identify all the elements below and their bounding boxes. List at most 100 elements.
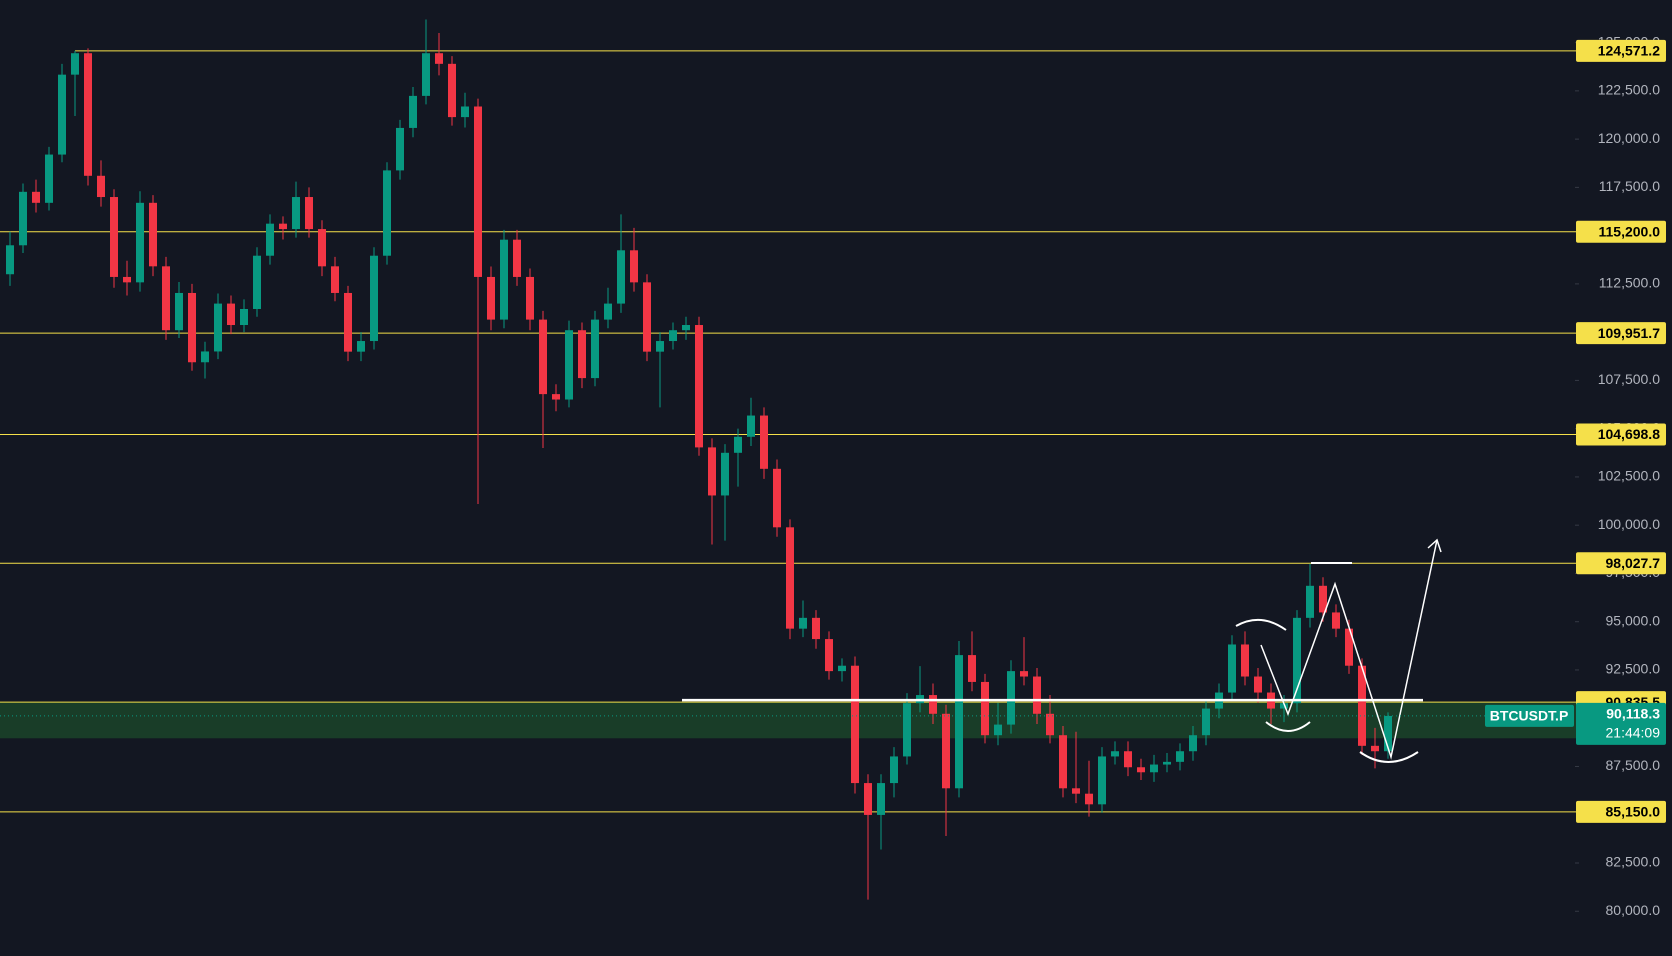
y-tick-label: 87,500.0 xyxy=(1606,757,1661,773)
candle-body xyxy=(981,681,989,736)
arrow-head xyxy=(1427,538,1442,553)
candle-body xyxy=(851,665,859,784)
candle-body xyxy=(773,468,781,528)
candle-body xyxy=(591,319,599,379)
y-tick-label: 80,000.0 xyxy=(1606,902,1661,918)
candle-body xyxy=(266,223,274,256)
level-label: 85,150.0 xyxy=(1606,804,1661,820)
y-tick-label: 102,500.0 xyxy=(1598,468,1660,484)
candle-body xyxy=(864,783,872,815)
candle-body xyxy=(903,703,911,757)
countdown-label: 21:44:09 xyxy=(1606,725,1661,741)
candle-body xyxy=(552,394,560,400)
candle-body xyxy=(929,695,937,714)
candle-body xyxy=(617,250,625,304)
candle-body xyxy=(370,255,378,342)
level-label: 124,571.2 xyxy=(1598,43,1660,59)
candle-body xyxy=(110,197,118,277)
candle-body xyxy=(1345,628,1353,666)
candle-body xyxy=(877,783,885,815)
projection-path xyxy=(1260,539,1438,760)
candle-body xyxy=(461,106,469,118)
level-label: 109,951.7 xyxy=(1598,325,1660,341)
y-tick-label: 117,500.0 xyxy=(1599,178,1660,194)
candle-body xyxy=(279,223,287,230)
arc xyxy=(1359,751,1419,763)
candle-body xyxy=(84,53,92,176)
candle-body xyxy=(708,447,716,496)
candle-body xyxy=(1072,788,1080,794)
level-label-box xyxy=(1576,220,1666,243)
y-tick-label: 82,500.0 xyxy=(1606,854,1661,870)
candle-body xyxy=(838,665,846,672)
candle-body xyxy=(1033,676,1041,714)
candle-body xyxy=(71,53,79,75)
level-label: 98,027.7 xyxy=(1606,555,1661,571)
candle-body xyxy=(1111,751,1119,757)
candle-body xyxy=(422,53,430,96)
candle-body xyxy=(812,617,820,640)
candle-body xyxy=(1098,756,1106,805)
candle-body xyxy=(1007,671,1015,725)
level-label-box xyxy=(1576,552,1666,575)
candle-body xyxy=(890,756,898,784)
candle-body xyxy=(1293,617,1301,704)
y-tick-label: 107,500.0 xyxy=(1598,371,1660,387)
candle-body xyxy=(19,191,27,246)
candle-body xyxy=(357,341,365,352)
candle-body xyxy=(669,330,677,342)
candle-body xyxy=(942,713,950,789)
support-zone xyxy=(0,702,1576,739)
candle-body xyxy=(799,617,807,629)
candle-body xyxy=(1137,767,1145,773)
candle-body xyxy=(968,655,976,682)
candle-body xyxy=(448,63,456,118)
candle-body xyxy=(1085,793,1093,805)
candle-body xyxy=(500,239,508,320)
pattern-drawing xyxy=(1235,538,1442,763)
candle-body xyxy=(825,639,833,672)
candle-body xyxy=(1176,751,1184,762)
candle-body xyxy=(734,436,742,453)
candle-body xyxy=(1020,671,1028,677)
level-label: 115,200.0 xyxy=(1598,223,1660,239)
candle-body xyxy=(214,303,222,352)
candle-body xyxy=(721,452,729,496)
candle-body xyxy=(630,250,638,283)
candle-body xyxy=(344,292,352,352)
arc xyxy=(1235,619,1287,631)
candle-body xyxy=(1202,708,1210,736)
y-tick-label: 122,500.0 xyxy=(1598,82,1660,98)
candle-body xyxy=(58,74,66,155)
candle-body xyxy=(1280,703,1288,709)
candle-body xyxy=(513,239,521,277)
candle-body xyxy=(1384,715,1392,752)
candle-body xyxy=(409,95,417,128)
candle-body xyxy=(305,197,313,230)
candle-body xyxy=(1254,676,1262,693)
candle-body xyxy=(1124,751,1132,768)
candle-body xyxy=(1228,644,1236,693)
candle-body xyxy=(32,191,40,203)
candle-body xyxy=(1163,761,1171,765)
candle-body xyxy=(383,170,391,256)
candle-body xyxy=(656,341,664,352)
candle-body xyxy=(695,325,703,448)
candle-body xyxy=(682,325,690,331)
candle-body xyxy=(292,197,300,230)
candle-body xyxy=(240,308,248,326)
candle-body xyxy=(6,245,14,275)
candle-body xyxy=(1046,713,1054,736)
candle-body xyxy=(955,655,963,789)
candle-body xyxy=(474,106,482,277)
level-label-box xyxy=(1576,423,1666,446)
candle-body xyxy=(994,724,1002,736)
candle-body xyxy=(1059,735,1067,789)
current-price-label: 90,118.3 xyxy=(1606,706,1660,722)
candle-body xyxy=(539,319,547,395)
candle-body xyxy=(331,266,339,293)
candle-body xyxy=(747,415,755,437)
candle-body xyxy=(786,527,794,629)
